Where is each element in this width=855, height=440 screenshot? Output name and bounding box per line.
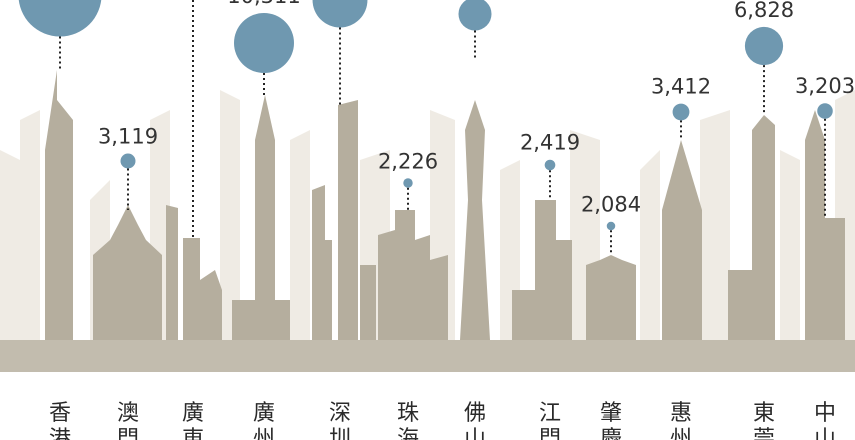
bubble bbox=[18, 0, 101, 37]
category-label: 肇慶 bbox=[600, 401, 622, 440]
category-label: 江門 bbox=[539, 401, 561, 440]
category-label: 惠州 bbox=[670, 401, 692, 440]
category-label: 深圳 bbox=[329, 401, 351, 440]
category-label: 中山 bbox=[814, 401, 836, 440]
bubble bbox=[403, 178, 412, 187]
bubble bbox=[458, 0, 491, 31]
bubble bbox=[120, 153, 135, 168]
category-label: 廣州 bbox=[253, 401, 275, 440]
category-label: 珠海 bbox=[397, 401, 419, 440]
bubble bbox=[673, 104, 690, 121]
category-label: 香港 bbox=[49, 401, 71, 440]
page: 香港 3,119 澳門 廣東 10,311 廣州 深圳 2,226 珠海 佛山 2,419 江門 2,0… bbox=[0, 0, 855, 440]
value-label: 6,828 bbox=[734, 0, 794, 22]
bubble bbox=[817, 103, 833, 119]
category-label: 廣東 bbox=[182, 401, 204, 440]
bubble bbox=[313, 0, 368, 27]
value-label: 3,119 bbox=[98, 124, 158, 148]
bubble bbox=[234, 13, 294, 73]
value-label: 3,203 bbox=[795, 74, 855, 98]
bubble bbox=[607, 222, 616, 231]
chart: 香港 3,119 澳門 廣東 10,311 廣州 深圳 2,226 珠海 佛山 2,419 江門 2,0… bbox=[0, 0, 855, 440]
category-label: 東莞 bbox=[753, 401, 775, 440]
bubble bbox=[745, 27, 783, 65]
category-label: 澳門 bbox=[117, 401, 139, 440]
value-label: 2,084 bbox=[581, 193, 641, 217]
bubble bbox=[545, 160, 556, 171]
value-label: 10,311 bbox=[227, 0, 300, 8]
ground bbox=[0, 340, 855, 372]
value-label: 3,412 bbox=[651, 75, 711, 99]
value-label: 2,419 bbox=[520, 131, 580, 155]
category-label: 佛山 bbox=[464, 401, 486, 440]
value-label: 2,226 bbox=[378, 149, 438, 173]
